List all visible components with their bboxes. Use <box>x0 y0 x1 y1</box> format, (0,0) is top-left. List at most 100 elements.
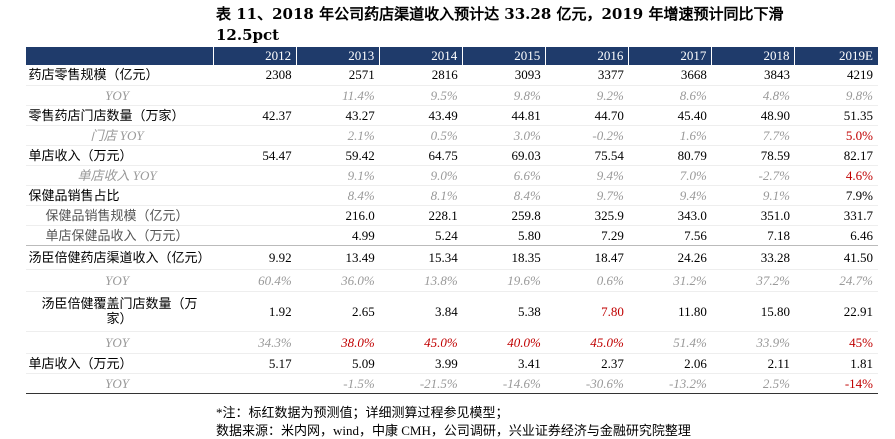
cell: 51.4% <box>628 331 712 354</box>
cell: 1.6% <box>628 125 712 146</box>
cell: 9.4% <box>628 185 712 206</box>
cell: 5.38 <box>462 291 546 332</box>
row-label: 单店收入（万元） <box>25 353 214 374</box>
cell: 9.5% <box>379 85 463 106</box>
cell: 41.50 <box>794 245 878 270</box>
column-header: 2014 <box>379 47 463 65</box>
cell: 0.6% <box>545 269 629 292</box>
table-row: 门店 YOY 2.1% 0.5% 3.0% -0.2% 1.6% 7.7% 5.0% <box>25 125 878 146</box>
cell: 0.5% <box>379 125 463 146</box>
cell: 36.0% <box>296 269 380 292</box>
cell: 18.35 <box>462 245 546 270</box>
cell: -13.2% <box>628 373 712 394</box>
table-row: 药店零售规模（亿元） 2308 2571 2816 3093 3377 3668 3843 42… <box>25 65 878 86</box>
cell: 80.79 <box>628 145 712 166</box>
row-label: 单店保健品收入（万元） <box>25 225 214 246</box>
cell <box>213 225 297 246</box>
column-header: 2012 <box>213 47 297 65</box>
cell: -21.5% <box>379 373 463 394</box>
cell: -2.7% <box>711 165 795 186</box>
cell: 37.2% <box>711 269 795 292</box>
column-header: 2017 <box>628 47 712 65</box>
row-label: 汤臣倍健覆盖门店数量（万家） <box>25 291 214 332</box>
row-label: YOY <box>25 331 214 354</box>
row-label: YOY <box>25 373 214 394</box>
cell: 3.84 <box>379 291 463 332</box>
column-header: 2015 <box>462 47 546 65</box>
source-note: 数据来源：米内网，wind，中康 CMH，公司调研，兴业证券经济与金融研究院整理 <box>216 423 691 438</box>
cell: 19.6% <box>462 269 546 292</box>
cell: 24.7% <box>794 269 878 292</box>
cell: 4.8% <box>711 85 795 106</box>
cell: 6.46 <box>794 225 878 246</box>
cell: 24.26 <box>628 245 712 270</box>
cell: 2308 <box>213 65 297 86</box>
data-table: 2012 2013 2014 2015 2016 2017 2018 2019E 药店零售规模… <box>24 47 878 394</box>
cell: 7.29 <box>545 225 629 246</box>
cell: 33.28 <box>711 245 795 270</box>
column-header <box>24 47 214 65</box>
cell: 4219 <box>794 65 878 86</box>
cell: 60.4% <box>213 269 297 292</box>
cell: 3668 <box>628 65 712 86</box>
cell: 343.0 <box>628 205 712 226</box>
cell: 216.0 <box>296 205 380 226</box>
cell: 3843 <box>711 65 795 86</box>
column-header: 2013 <box>296 47 380 65</box>
table-row: 汤臣倍健覆盖门店数量（万家） 1.92 2.65 3.84 5.38 7.80 11.80 1… <box>25 291 878 332</box>
cell: 7.80 <box>545 291 629 332</box>
cell: -0.2% <box>545 125 629 146</box>
cell: 9.7% <box>545 185 629 206</box>
cell: 9.92 <box>213 245 297 270</box>
row-label: 保健品销售占比 <box>25 185 214 206</box>
cell: 9.1% <box>296 165 380 186</box>
cell: 8.4% <box>296 185 380 206</box>
cell: 2.06 <box>628 353 712 374</box>
cell: 2.1% <box>296 125 380 146</box>
cell: 44.70 <box>545 105 629 126</box>
cell: 6.6% <box>462 165 546 186</box>
table-row: 单店收入 YOY 9.1% 9.0% 6.6% 9.4% 7.0% -2.7% 4.6% <box>25 165 878 186</box>
table-row: YOY 34.3% 38.0% 45.0% 40.0% 45.0% 51.4% 33.9% 45… <box>25 331 878 354</box>
cell: 1.81 <box>794 353 878 374</box>
cell: 3.0% <box>462 125 546 146</box>
cell: 18.47 <box>545 245 629 270</box>
cell: 64.75 <box>379 145 463 166</box>
cell: 4.6% <box>794 165 878 186</box>
cell: 8.1% <box>379 185 463 206</box>
cell: 2.37 <box>545 353 629 374</box>
row-label: 药店零售规模（亿元） <box>25 65 214 86</box>
cell: 8.4% <box>462 185 546 206</box>
cell <box>213 125 297 146</box>
cell: 7.0% <box>628 165 712 186</box>
cell: 3.99 <box>379 353 463 374</box>
cell: 75.54 <box>545 145 629 166</box>
cell: 33.9% <box>711 331 795 354</box>
row-label: 单店收入 YOY <box>25 165 214 186</box>
cell: -1.5% <box>296 373 380 394</box>
cell: 4.99 <box>296 225 380 246</box>
column-header: 2018 <box>711 47 795 65</box>
cell: 43.27 <box>296 105 380 126</box>
cell <box>213 85 297 106</box>
cell: 2571 <box>296 65 380 86</box>
table-row: YOY -1.5% -21.5% -14.6% -30.6% -13.2% 2.5% -14% <box>25 373 878 394</box>
cell: 7.18 <box>711 225 795 246</box>
cell: 325.9 <box>545 205 629 226</box>
cell <box>213 165 297 186</box>
cell: 15.80 <box>711 291 795 332</box>
cell: 3.41 <box>462 353 546 374</box>
cell: 5.17 <box>213 353 297 374</box>
cell: 228.1 <box>379 205 463 226</box>
table-row: 零售药店门店数量（万家） 42.37 43.27 43.49 44.81 44.70 45.… <box>25 105 878 126</box>
cell: 9.4% <box>545 165 629 186</box>
row-label: 单店收入（万元） <box>25 145 214 166</box>
cell: 59.42 <box>296 145 380 166</box>
cell: 82.17 <box>794 145 878 166</box>
cell <box>213 205 297 226</box>
table-row: 汤臣倍健药店渠道收入（亿元） 9.92 13.49 15.34 18.35 18.47 24… <box>25 245 878 270</box>
cell: 5.0% <box>794 125 878 146</box>
cell: 13.49 <box>296 245 380 270</box>
cell: 31.2% <box>628 269 712 292</box>
row-label: 保健品销售规模（亿元） <box>25 205 214 226</box>
